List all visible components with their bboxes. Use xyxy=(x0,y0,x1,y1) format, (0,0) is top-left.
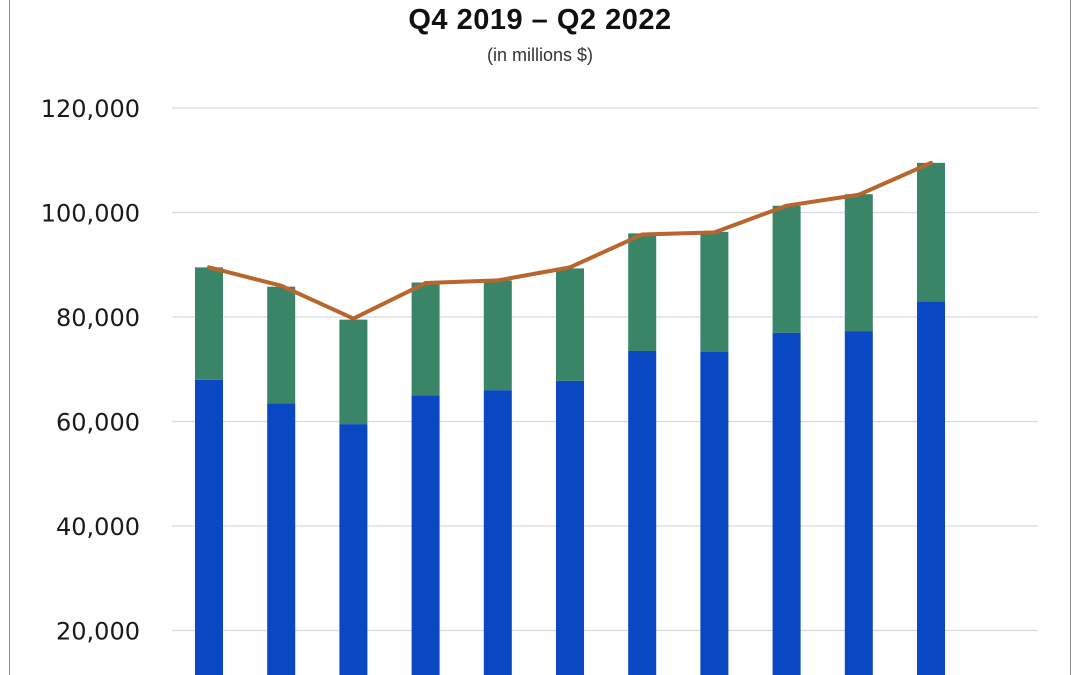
chart-subtitle: (in millions $) xyxy=(486,45,594,65)
bar-segment-top xyxy=(844,194,873,332)
bar-segment-bottom xyxy=(917,301,945,675)
bar-segment-top xyxy=(700,231,729,353)
bar-segment-bottom xyxy=(483,390,512,675)
bar-segment-bottom xyxy=(339,424,368,675)
y-tick-label: 80,000 xyxy=(56,304,140,332)
bar-segment-top xyxy=(483,280,512,391)
bar-segment-top xyxy=(339,319,368,425)
bar-segment-top xyxy=(556,268,584,381)
bars xyxy=(195,162,945,675)
bar-segment-top xyxy=(917,162,945,302)
bar-segment-bottom xyxy=(411,395,440,675)
y-tick-label: 120,000 xyxy=(41,95,140,123)
bar-segment-bottom xyxy=(628,350,657,675)
bar-segment-bottom xyxy=(700,352,729,675)
gridlines xyxy=(172,107,1038,632)
bar-segment-bottom xyxy=(267,403,296,675)
bar-segment-top xyxy=(267,286,296,404)
bar-segment-top xyxy=(772,205,801,333)
bar-segment-bottom xyxy=(844,331,873,675)
chart-title: Q4 2019 – Q2 2022 xyxy=(408,4,672,36)
bar-segment-top xyxy=(628,233,657,351)
total-series-line xyxy=(207,160,933,321)
bar-segment-top xyxy=(411,282,440,396)
y-tick-label: 100,000 xyxy=(41,200,140,228)
bar-segment-bottom xyxy=(195,379,223,675)
bar-segment-top xyxy=(195,267,223,380)
bar-segment-bottom xyxy=(556,380,584,675)
chart-frame xyxy=(9,0,1071,675)
y-tick-label: 40,000 xyxy=(56,513,140,541)
total-line xyxy=(207,160,933,321)
y-tick-label: 20,000 xyxy=(56,618,140,646)
y-tick-label: 60,000 xyxy=(56,409,140,437)
bar-segment-bottom xyxy=(772,332,801,675)
y-axis-ticks: 20,000 40,000 60,000 80,000 100,000 120,000 xyxy=(41,95,140,646)
